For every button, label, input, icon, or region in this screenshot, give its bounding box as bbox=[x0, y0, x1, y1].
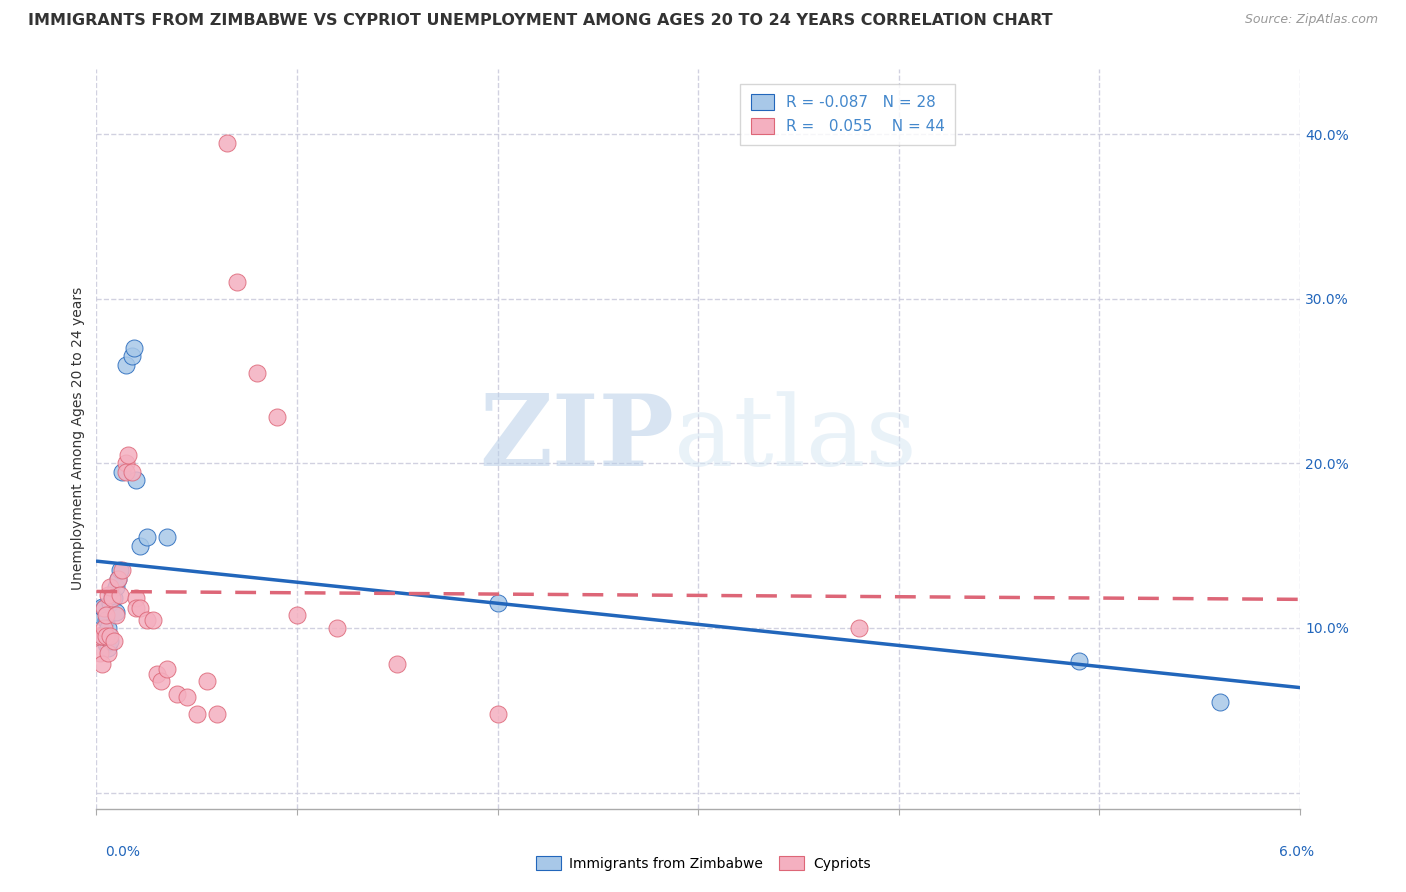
Point bbox=[100, 629, 122, 643]
Point bbox=[101, 588, 124, 602]
Point bbox=[186, 706, 208, 721]
Point bbox=[97, 640, 120, 655]
Point bbox=[89, 646, 111, 660]
Y-axis label: Unemployment Among Ages 20 to 24 years: Unemployment Among Ages 20 to 24 years bbox=[72, 287, 86, 591]
Point bbox=[97, 646, 120, 660]
Point bbox=[100, 580, 122, 594]
Point bbox=[1069, 654, 1091, 668]
Point bbox=[93, 621, 115, 635]
Point bbox=[91, 627, 114, 641]
Point bbox=[125, 473, 148, 487]
Point bbox=[97, 588, 120, 602]
Point bbox=[91, 629, 114, 643]
Point bbox=[115, 358, 138, 372]
Point bbox=[105, 580, 128, 594]
Point bbox=[387, 657, 409, 672]
Point bbox=[848, 621, 870, 635]
Point bbox=[205, 706, 228, 721]
Point bbox=[1209, 695, 1232, 709]
Point bbox=[87, 629, 110, 643]
Point bbox=[266, 410, 288, 425]
Point bbox=[91, 599, 114, 614]
Point bbox=[97, 621, 120, 635]
Point bbox=[145, 667, 167, 681]
Point bbox=[225, 276, 247, 290]
Text: IMMIGRANTS FROM ZIMBABWE VS CYPRIOT UNEMPLOYMENT AMONG AGES 20 TO 24 YEARS CORRE: IMMIGRANTS FROM ZIMBABWE VS CYPRIOT UNEM… bbox=[28, 13, 1053, 29]
Point bbox=[129, 601, 152, 615]
Point bbox=[124, 341, 146, 355]
Text: 6.0%: 6.0% bbox=[1279, 845, 1315, 859]
Point bbox=[135, 531, 157, 545]
Point bbox=[246, 366, 269, 380]
Point bbox=[93, 601, 115, 615]
Point bbox=[96, 607, 118, 622]
Point bbox=[93, 629, 115, 643]
Point bbox=[100, 634, 122, 648]
Point bbox=[110, 563, 132, 577]
Point bbox=[105, 607, 128, 622]
Point bbox=[107, 572, 129, 586]
Point bbox=[117, 448, 139, 462]
Point bbox=[121, 465, 143, 479]
Point bbox=[215, 136, 238, 150]
Point bbox=[486, 596, 509, 610]
Point bbox=[176, 690, 198, 705]
Point bbox=[96, 613, 118, 627]
Point bbox=[111, 563, 134, 577]
Point bbox=[93, 601, 115, 615]
Point bbox=[107, 572, 129, 586]
Point bbox=[166, 687, 188, 701]
Point bbox=[100, 596, 122, 610]
Point bbox=[155, 531, 177, 545]
Point bbox=[101, 591, 124, 606]
Point bbox=[486, 706, 509, 721]
Point bbox=[125, 601, 148, 615]
Point bbox=[195, 673, 218, 688]
Text: atlas: atlas bbox=[673, 391, 917, 487]
Point bbox=[129, 539, 152, 553]
Point bbox=[103, 634, 125, 648]
Point bbox=[105, 605, 128, 619]
Point bbox=[149, 673, 172, 688]
Point bbox=[115, 465, 138, 479]
Point bbox=[125, 591, 148, 606]
Text: 0.0%: 0.0% bbox=[105, 845, 141, 859]
Point bbox=[115, 457, 138, 471]
Point bbox=[110, 588, 132, 602]
Point bbox=[96, 637, 118, 651]
Point bbox=[326, 621, 349, 635]
Point bbox=[111, 465, 134, 479]
Point bbox=[135, 613, 157, 627]
Text: ZIP: ZIP bbox=[479, 391, 673, 487]
Legend: R = -0.087   N = 28, R =   0.055    N = 44: R = -0.087 N = 28, R = 0.055 N = 44 bbox=[740, 84, 956, 145]
Point bbox=[91, 657, 114, 672]
Point bbox=[155, 662, 177, 676]
Text: Source: ZipAtlas.com: Source: ZipAtlas.com bbox=[1244, 13, 1378, 27]
Legend: Immigrants from Zimbabwe, Cypriots: Immigrants from Zimbabwe, Cypriots bbox=[530, 850, 876, 876]
Point bbox=[96, 629, 118, 643]
Point bbox=[103, 591, 125, 606]
Point bbox=[121, 350, 143, 364]
Point bbox=[89, 607, 111, 622]
Point bbox=[141, 613, 163, 627]
Point bbox=[285, 607, 308, 622]
